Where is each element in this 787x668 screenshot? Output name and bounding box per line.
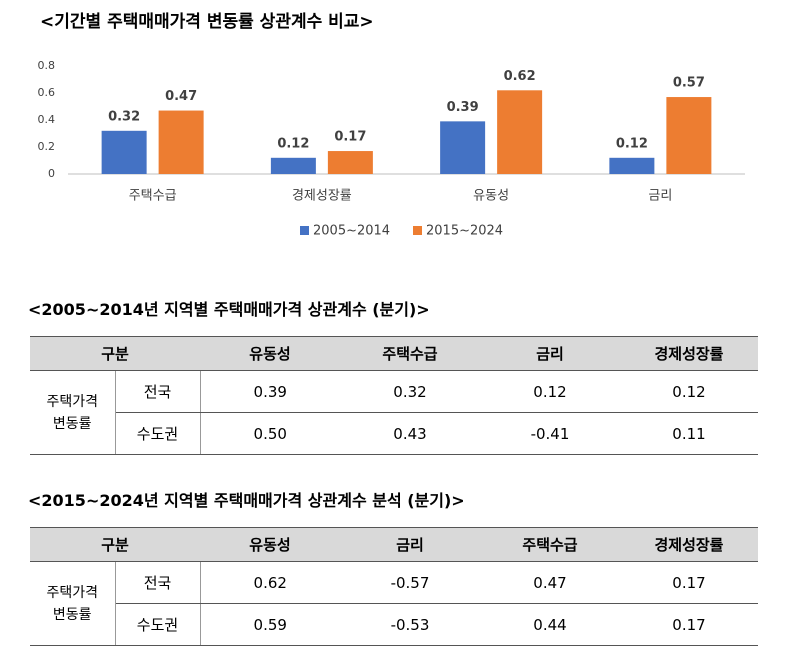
table-title: <2015~2024년 지역별 주택매매가격 상관계수 분석 (분기)>	[28, 491, 465, 510]
table-cell: 0.62	[200, 561, 340, 604]
table-cell: 0.11	[620, 412, 758, 455]
legend-label: 2005~2014	[313, 224, 390, 239]
y-tick-label: 0	[48, 167, 55, 180]
data-label: 0.17	[334, 130, 366, 145]
table-cell: 수도권	[115, 603, 201, 646]
table-title: <2005~2014년 지역별 주택매매가격 상관계수 (분기)>	[28, 300, 430, 319]
table-cell: 0.17	[620, 603, 758, 646]
table-cell: 유동성	[200, 336, 340, 371]
bar	[101, 130, 147, 174]
group-label: 변동률	[52, 415, 92, 432]
table-cell: 전국	[115, 370, 201, 413]
table-cell: 금리	[479, 336, 620, 371]
group-label: 주택가격	[46, 393, 99, 410]
table-cell: 금리	[340, 527, 480, 562]
table-cell: 0.43	[340, 412, 480, 455]
table-cell: 주택수급	[340, 336, 480, 371]
bar	[158, 110, 204, 174]
table-cell: 0.44	[479, 603, 620, 646]
data-label: 0.57	[673, 76, 705, 91]
y-tick-label: 0.2	[38, 140, 56, 153]
table-cell: 0.32	[340, 370, 480, 413]
bar	[497, 90, 543, 174]
data-label: 0.12	[277, 136, 309, 151]
table-cell: 유동성	[200, 527, 340, 562]
x-tick-label: 경제성장률	[292, 189, 352, 204]
group-label: 변동률	[52, 606, 92, 623]
table-cell: -0.41	[479, 412, 620, 455]
table-cell: 구분	[30, 527, 201, 562]
table-cell: 0.50	[200, 412, 340, 455]
data-label: 0.12	[616, 136, 648, 151]
data-label: 0.47	[165, 89, 197, 104]
group-label: 주택가격	[46, 584, 99, 601]
bar	[666, 97, 712, 174]
table-cell: -0.53	[340, 603, 480, 646]
table-cell: 0.47	[479, 561, 620, 604]
chart: <기간별 주택매매가격 변동률 상관계수 비교> 0 0.2 0.4 0.6 0.8 주택…	[38, 12, 745, 239]
y-tick-label: 0.6	[38, 86, 56, 99]
table-cell: 경제성장률	[620, 336, 758, 371]
table-cell: 전국	[115, 561, 201, 604]
table-cell: 0.17	[620, 561, 758, 604]
table-cell: 주택수급	[479, 527, 620, 562]
y-tick-label: 0.4	[38, 113, 56, 126]
table-cell: 0.39	[200, 370, 340, 413]
bar	[440, 121, 486, 174]
legend-label: 2015~2024	[426, 224, 503, 239]
x-tick-label: 주택수급	[129, 189, 177, 204]
table-cell: -0.57	[340, 561, 480, 604]
data-label: 0.32	[108, 109, 140, 124]
table-cell: 구분	[30, 336, 201, 371]
y-tick-label: 0.8	[38, 59, 56, 72]
data-label: 0.39	[447, 100, 479, 115]
bar	[327, 151, 373, 174]
bar	[609, 157, 655, 174]
table: 구분 유동성 금리 주택수급 경제성장률 주택가격 변동률 전국 0.62 -0.57 0.47 0.…	[30, 527, 758, 646]
table-cell: 수도권	[115, 412, 201, 455]
table-cell: 0.59	[200, 603, 340, 646]
data-label: 0.62	[504, 69, 536, 84]
table: 구분 유동성 주택수급 금리 경제성장률 주택가격 변동률 전국 0.39 0.32 0.12 0.1…	[30, 336, 758, 455]
table-cell: 경제성장률	[620, 527, 758, 562]
chart-title: <기간별 주택매매가격 변동률 상관계수 비교>	[40, 12, 374, 32]
table-cell: 0.12	[620, 370, 758, 413]
legend-swatch	[413, 226, 422, 235]
table-cell: 0.12	[479, 370, 620, 413]
legend-swatch	[300, 226, 309, 235]
x-tick-label: 금리	[648, 189, 672, 204]
bar	[270, 157, 316, 174]
x-tick-label: 유동성	[473, 189, 509, 204]
